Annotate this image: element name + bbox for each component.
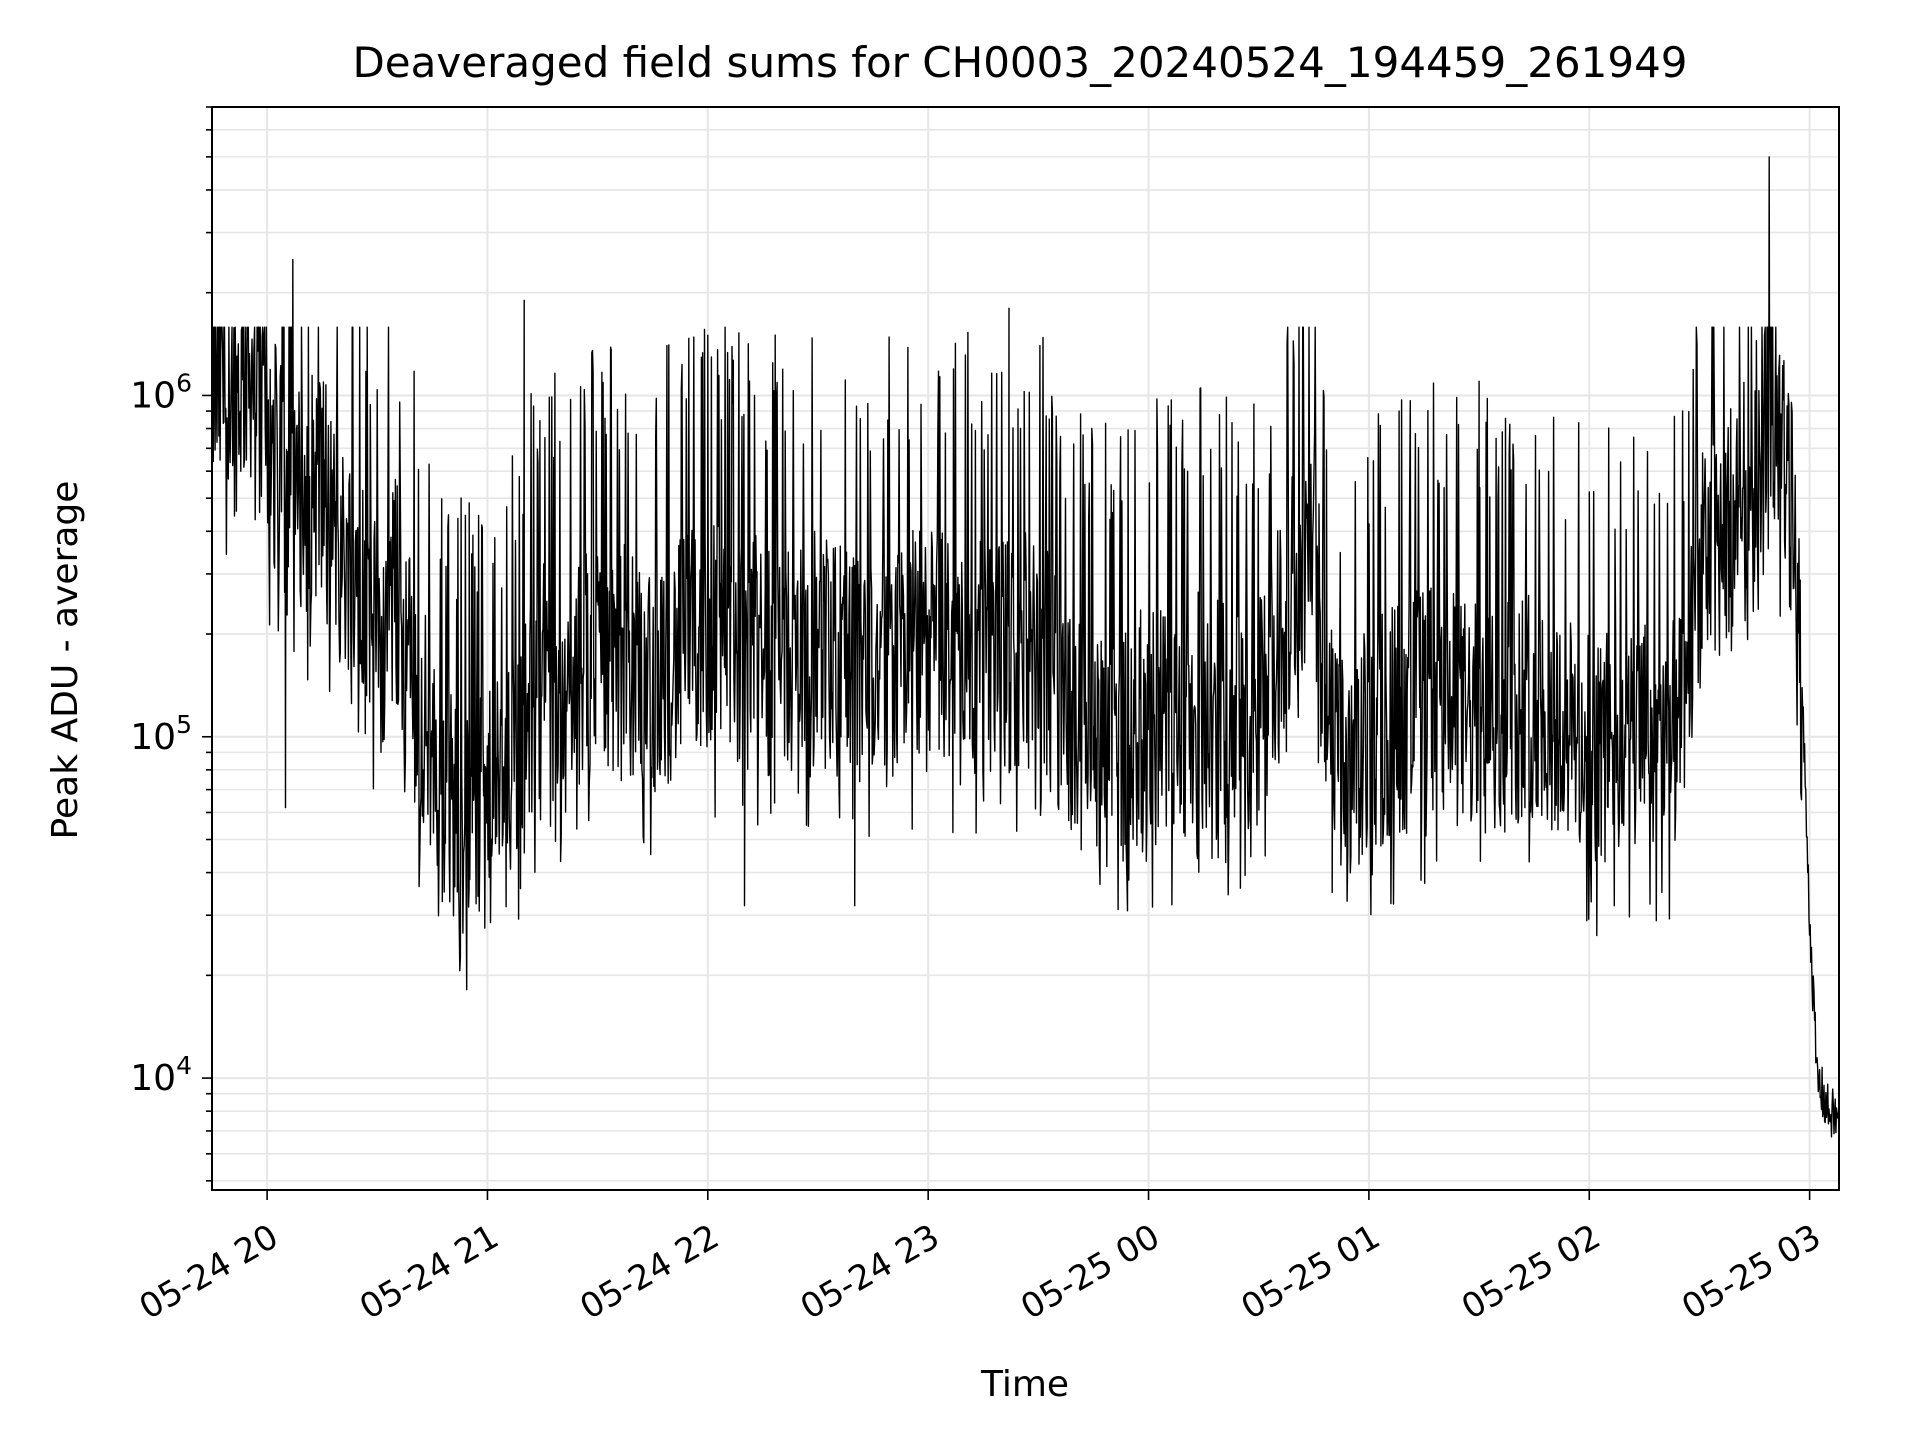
x-tick-label: 05-24 22 xyxy=(574,1217,726,1328)
y-tick-label: 105 xyxy=(130,710,192,758)
x-tick-label: 05-24 23 xyxy=(794,1217,946,1328)
x-tick-label: 05-25 03 xyxy=(1675,1217,1827,1328)
series-path xyxy=(211,156,1840,1138)
y-axis-label: Peak ADU - average xyxy=(45,481,86,840)
x-tick-label: 05-25 01 xyxy=(1235,1217,1387,1328)
y-tick-label: 106 xyxy=(130,368,192,416)
plot-frame xyxy=(211,106,1840,1191)
chart-title: Deaveraged field sums for CH0003_2024052… xyxy=(352,38,1687,87)
x-axis-label: Time xyxy=(980,1364,1069,1405)
x-tick-label: 05-25 00 xyxy=(1014,1217,1166,1328)
x-tick-label: 05-24 21 xyxy=(353,1217,505,1328)
y-tick-label: 104 xyxy=(130,1051,192,1099)
x-tick-label: 05-24 20 xyxy=(133,1217,285,1328)
x-tick-label: 05-25 02 xyxy=(1455,1217,1607,1328)
series-line xyxy=(211,156,1840,1138)
